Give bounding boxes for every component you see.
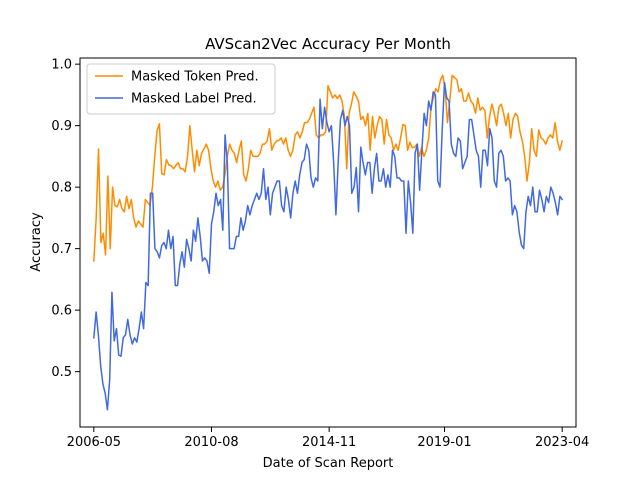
x-tick-label: 2014-11 [302,435,356,450]
legend: Masked Token Pred. Masked Label Pred. [86,63,276,115]
y-tick-label: 0.8 [51,181,72,196]
legend-label: Masked Token Pred. [131,70,259,85]
plot-area [93,74,564,411]
x-axis: 2006-05 2010-08 2014-11 2019-01 2023-04 [67,427,589,450]
y-tick-label: 0.6 [51,304,72,319]
y-tick-label: 0.9 [51,119,72,134]
x-tick-label: 2010-08 [184,435,238,450]
plot-frame [79,57,577,428]
y-axis: 0.5 0.6 0.7 0.8 0.9 1.0 [51,58,80,380]
y-axis-title: Accuracy [29,212,44,272]
legend-label: Masked Label Pred. [131,92,257,107]
chart-title: AVScan2Vec Accuracy Per Month [205,35,451,53]
y-tick-label: 0.7 [51,242,72,257]
series-line-masked-token-pred [93,74,564,262]
x-tick-label: 2019-01 [417,435,471,450]
y-tick-label: 0.5 [51,365,72,380]
x-tick-label: 2023-04 [535,435,589,450]
legend-box [86,63,276,115]
x-axis-title: Date of Scan Report [263,456,394,471]
x-tick-label: 2006-05 [67,435,121,450]
y-tick-label: 1.0 [51,58,72,73]
series-line-masked-label-pred [93,81,564,411]
